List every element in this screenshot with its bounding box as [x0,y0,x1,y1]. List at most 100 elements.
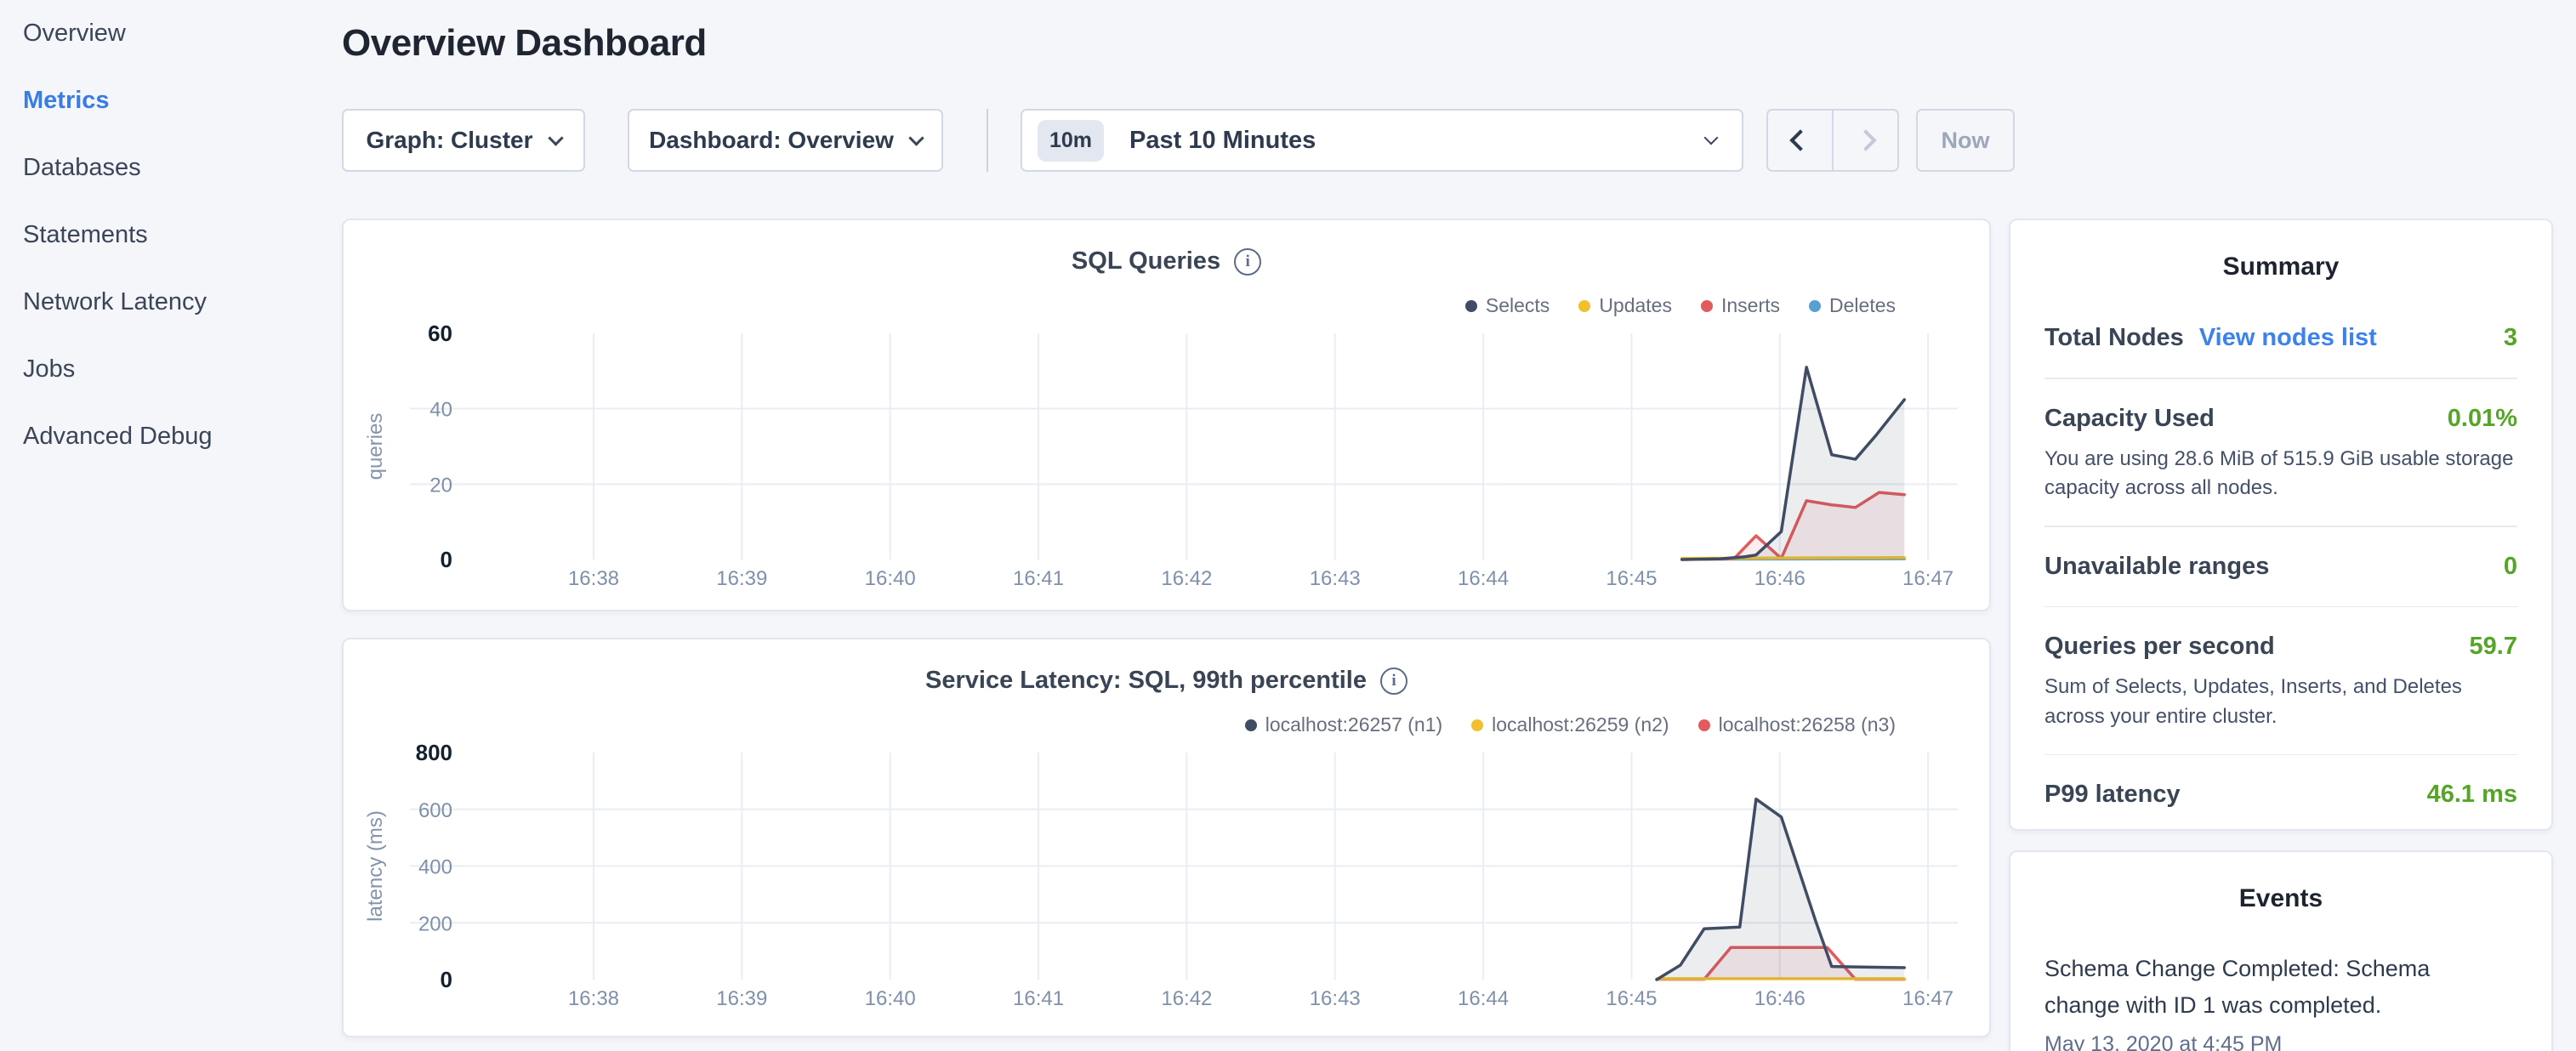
legend-label: Updates [1599,294,1672,317]
svg-text:16:43: 16:43 [1310,567,1361,590]
time-back-button[interactable] [1768,111,1832,170]
chart-title: SQL Queries [1072,247,1220,276]
chevron-left-icon [1789,129,1811,151]
legend-item[interactable]: Inserts [1701,294,1780,317]
legend-dot-icon [1465,300,1477,312]
svg-text:16:40: 16:40 [865,987,916,1010]
summary-note: Sum of Selects, Updates, Inserts, and De… [2044,673,2517,754]
svg-text:16:47: 16:47 [1902,567,1953,590]
summary-value: 0.01% [2448,405,2517,433]
legend-label: Deletes [1829,294,1896,317]
legend-item[interactable]: Updates [1578,294,1672,317]
svg-text:16:38: 16:38 [568,567,619,590]
summary-value: 0 [2504,553,2517,581]
legend-item[interactable]: localhost:26259 (n2) [1471,713,1669,736]
sql-queries-chart[interactable]: 16:3816:3916:4016:4116:4216:4316:4416:45… [344,325,1993,607]
sidebar-item-databases[interactable]: Databases [0,134,342,202]
svg-text:60: 60 [428,325,452,346]
legend-item[interactable]: localhost:26257 (n1) [1245,713,1442,736]
service-latency-chart-card: Service Latency: SQL, 99th percentile i … [342,638,1991,1037]
time-forward-button[interactable] [1832,111,1897,170]
legend-label: localhost:26258 (n3) [1719,713,1896,736]
view-nodes-list-link[interactable]: View nodes list [2199,324,2377,352]
svg-text:16:46: 16:46 [1754,987,1805,1010]
svg-text:queries: queries [364,413,387,480]
summary-label: Total Nodes [2044,324,2184,352]
svg-text:16:39: 16:39 [716,987,767,1010]
sidebar-item-network-latency[interactable]: Network Latency [0,269,342,336]
header-divider [987,109,988,172]
sidebar-item-label: Databases [23,154,141,182]
sql-queries-chart-card: SQL Queries i Selects Updates Inserts Delet… [342,219,1991,611]
event-item-timestamp: May 13, 2020 at 4:45 PM [2044,1032,2517,1051]
svg-text:16:47: 16:47 [1902,987,1953,1010]
graph-scope-label: Graph: Cluster [366,127,532,154]
chart-legend: localhost:26257 (n1) localhost:26259 (n2)… [1245,713,1896,736]
chevron-down-icon [908,130,924,145]
summary-row-qps: Queries per second 59.7 [2044,607,2517,661]
sidebar-item-statements[interactable]: Statements [0,202,342,269]
svg-text:latency (ms): latency (ms) [364,810,387,922]
chart-legend: Selects Updates Inserts Deletes [1465,294,1896,317]
summary-label: Capacity Used [2044,405,2215,433]
legend-item[interactable]: Deletes [1809,294,1896,317]
svg-text:16:45: 16:45 [1606,567,1657,590]
legend-label: localhost:26259 (n2) [1492,713,1669,736]
legend-dot-icon [1245,719,1257,731]
summary-value: 46.1 ms [2427,781,2517,809]
sidebar-item-label: Statements [23,221,148,249]
legend-dot-icon [1578,300,1590,312]
svg-text:0: 0 [441,547,452,572]
chart-title: Service Latency: SQL, 99th percentile [925,667,1367,695]
summary-value: 59.7 [2470,633,2517,661]
summary-label: Queries per second [2044,633,2275,661]
svg-text:20: 20 [429,474,452,497]
event-item-text[interactable]: Schema Change Completed: Schema change w… [2044,951,2444,1024]
svg-text:16:41: 16:41 [1013,987,1064,1010]
legend-label: Inserts [1721,294,1780,317]
info-icon[interactable]: i [1234,248,1261,276]
svg-text:40: 40 [429,399,452,422]
chevron-down-icon [1704,131,1719,145]
svg-text:16:42: 16:42 [1161,567,1212,590]
graph-scope-dropdown[interactable]: Graph: Cluster [342,109,585,172]
time-window-dropdown[interactable]: 10m Past 10 Minutes [1021,109,1743,172]
service-latency-chart[interactable]: 16:3816:3916:4016:4116:4216:4316:4416:45… [344,741,1993,1024]
sidebar-item-overview[interactable]: Overview [0,0,342,67]
info-icon[interactable]: i [1380,668,1407,695]
svg-text:16:41: 16:41 [1013,567,1064,590]
dashboard-label: Dashboard: Overview [649,127,894,154]
dashboard-controls: Graph: Cluster Dashboard: Overview 10m P… [342,109,2015,172]
sidebar-item-label: Advanced Debug [23,423,213,451]
svg-text:16:43: 16:43 [1310,987,1361,1010]
summary-title: Summary [2010,253,2551,281]
legend-item[interactable]: Selects [1465,294,1550,317]
svg-text:16:39: 16:39 [716,567,767,590]
summary-panel: Summary Total Nodes View nodes list 3 Ca… [2009,219,2553,831]
sidebar-item-advanced-debug[interactable]: Advanced Debug [0,403,342,470]
sidebar-item-metrics[interactable]: Metrics [0,67,342,134]
legend-dot-icon [1701,300,1713,312]
legend-item[interactable]: localhost:26258 (n3) [1698,713,1896,736]
legend-dot-icon [1809,300,1821,312]
sidebar-item-jobs[interactable]: Jobs [0,336,342,403]
legend-label: localhost:26257 (n1) [1265,713,1442,736]
events-title: Events [2010,884,2551,913]
page-title: Overview Dashboard [342,22,707,65]
svg-text:200: 200 [418,912,452,935]
chevron-down-icon [548,130,563,145]
svg-text:16:42: 16:42 [1161,987,1212,1010]
summary-row-unavailable-ranges: Unavailable ranges 0 [2044,527,2517,606]
svg-text:600: 600 [418,799,452,822]
legend-dot-icon [1471,719,1483,731]
dashboard-dropdown[interactable]: Dashboard: Overview [628,109,943,172]
svg-text:0: 0 [441,967,452,992]
time-window-badge: 10m [1038,120,1104,162]
svg-text:400: 400 [418,856,452,879]
svg-text:16:46: 16:46 [1754,567,1805,590]
svg-text:16:44: 16:44 [1458,987,1509,1010]
svg-text:16:44: 16:44 [1458,567,1509,590]
summary-note: You are using 28.6 MiB of 515.9 GiB usab… [2044,445,2517,526]
now-button[interactable]: Now [1916,109,2015,172]
sidebar-item-label: Metrics [23,87,110,115]
